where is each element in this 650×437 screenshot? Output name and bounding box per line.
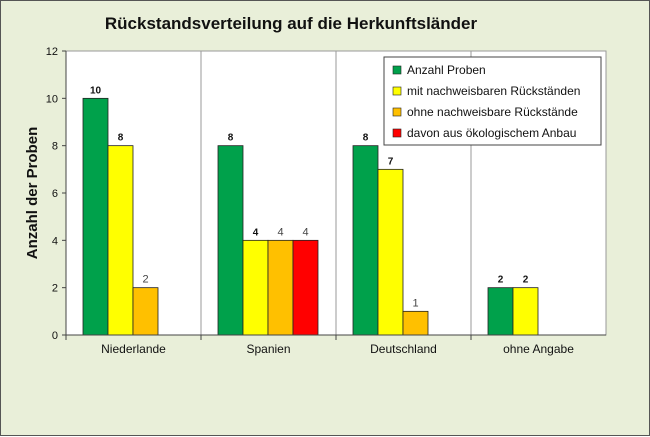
chart-title: Rückstandsverteilung auf die Herkunftslä… xyxy=(105,14,478,33)
bar xyxy=(487,287,514,336)
data-label: 10 xyxy=(90,85,102,96)
bar xyxy=(512,287,539,336)
bar xyxy=(267,239,294,336)
bar xyxy=(352,145,379,336)
bar xyxy=(107,145,134,336)
legend-label: mit nachweisbaren Rückständen xyxy=(407,84,580,98)
bar xyxy=(217,145,244,336)
x-category-label: Niederlande xyxy=(101,342,166,356)
legend: Anzahl Proben mit nachweisbaren Rückständ… xyxy=(383,56,602,146)
bar xyxy=(292,239,319,336)
x-category-label: ohne Angabe xyxy=(503,342,574,356)
data-label: 8 xyxy=(363,133,369,144)
y-tick-label: 6 xyxy=(52,188,58,200)
legend-swatch xyxy=(392,86,402,96)
y-axis-ticks: 0 2 4 6 8 10 12 xyxy=(46,46,66,342)
legend-swatch xyxy=(392,128,402,138)
x-axis-categories: Niederlande Spanien Deutschland ohne Angabe xyxy=(65,335,574,356)
bar xyxy=(132,287,159,336)
data-label: 2 xyxy=(498,275,504,286)
legend-label: ohne nachweisbare Rückstände xyxy=(407,105,578,119)
legend-label: Anzahl Proben xyxy=(407,63,486,77)
bar xyxy=(82,97,109,336)
data-label: 2 xyxy=(142,274,148,286)
legend-label: davon aus ökologischem Anbau xyxy=(407,126,576,140)
y-axis-label: Anzahl der Proben xyxy=(24,127,41,260)
legend-box xyxy=(383,56,602,146)
bar xyxy=(402,310,429,336)
y-tick-label: 0 xyxy=(52,330,58,342)
bars xyxy=(82,97,539,336)
legend-swatch xyxy=(392,65,402,75)
bar xyxy=(242,239,269,336)
data-label: 8 xyxy=(118,133,124,144)
y-tick-label: 2 xyxy=(52,283,58,295)
data-labels: 10 8 8 2 8 4 7 2 2 4 1 4 xyxy=(90,85,529,309)
y-tick-label: 12 xyxy=(46,46,58,58)
data-label: 1 xyxy=(412,297,418,309)
data-label: 7 xyxy=(388,156,394,167)
y-tick-label: 4 xyxy=(52,235,58,247)
y-tick-label: 10 xyxy=(46,93,58,105)
data-label: 2 xyxy=(523,275,529,286)
x-category-label: Deutschland xyxy=(370,342,437,356)
data-label: 8 xyxy=(228,133,234,144)
y-tick-label: 8 xyxy=(52,141,58,153)
data-label: 4 xyxy=(253,227,259,238)
data-label: 4 xyxy=(302,226,308,238)
legend-swatch xyxy=(392,107,402,117)
data-label: 4 xyxy=(277,226,283,238)
bar xyxy=(377,168,404,336)
x-category-label: Spanien xyxy=(246,342,290,356)
